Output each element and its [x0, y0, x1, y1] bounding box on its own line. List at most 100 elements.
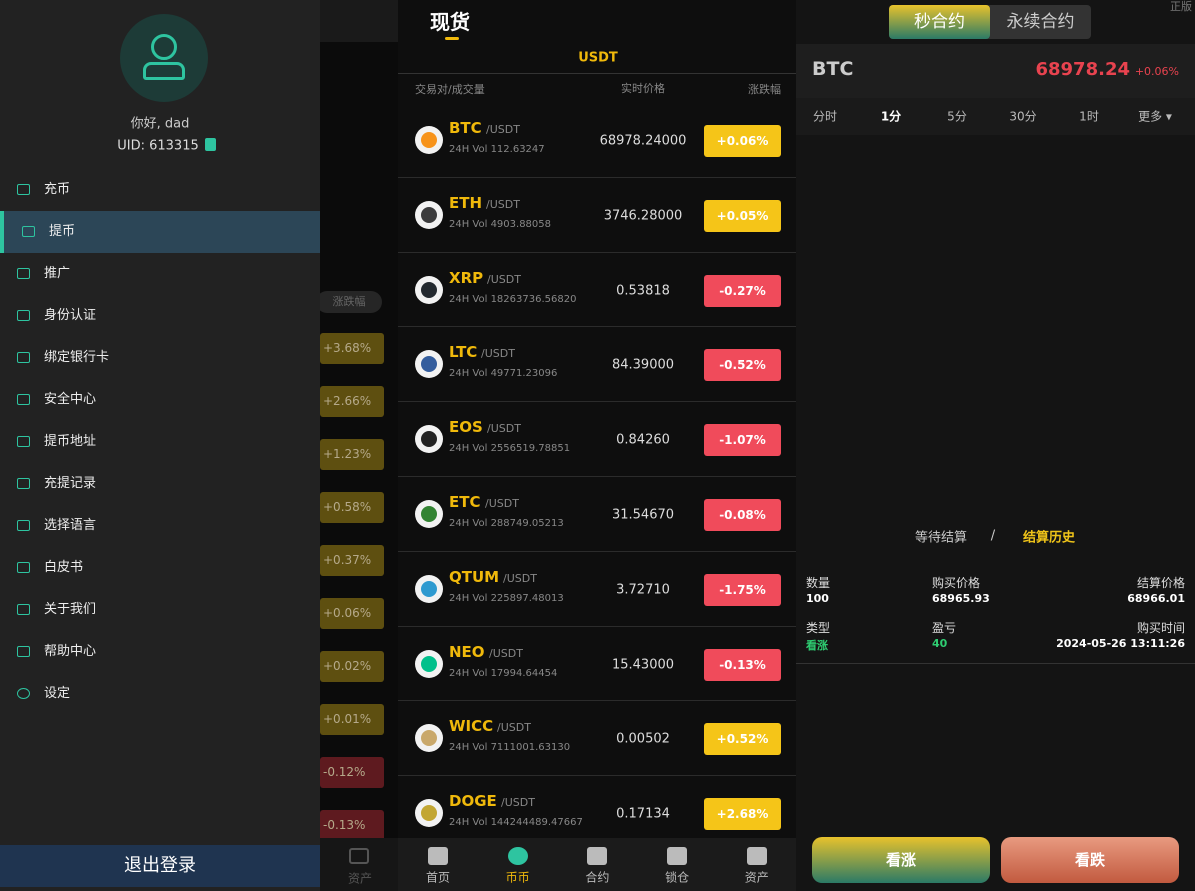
nav-label[interactable]: 合约	[585, 870, 610, 885]
menu-icon	[17, 436, 30, 447]
symbol: ETC	[449, 493, 481, 511]
nav-icon[interactable]	[587, 847, 608, 865]
market-row[interactable]: NEO/USDT 24H Vol 17994.64454 15.43000 -0.13…	[398, 627, 796, 702]
price: 0.00502	[616, 731, 670, 747]
menu-item[interactable]: 充提记录	[0, 463, 320, 505]
buy-up-button[interactable]: 看涨	[812, 837, 990, 883]
quote: /USDT	[481, 347, 515, 361]
price: 31.54670	[611, 507, 675, 523]
coin-icon-inner	[421, 730, 437, 747]
price: 0.84260	[616, 432, 670, 448]
nav-icon[interactable]	[428, 847, 448, 865]
market-row[interactable]: EOS/USDT 24H Vol 2556519.78851 0.84260 -1.0…	[398, 402, 796, 477]
change-badge[interactable]: -0.27%	[704, 274, 781, 307]
copy-icon[interactable]	[205, 138, 216, 151]
volume: 24H Vol 18263736.56820	[449, 293, 577, 305]
field-value: 看涨	[806, 639, 828, 652]
change-badge[interactable]: +0.52%	[704, 723, 781, 756]
interval-tab[interactable]: 1分	[880, 109, 902, 124]
market-row[interactable]: WICC/USDT 24H Vol 7111001.63130 0.00502 +0.…	[398, 701, 796, 777]
background-change: +0.58%	[320, 492, 384, 523]
quote: /USDT	[487, 272, 521, 286]
field-label: 数量	[806, 576, 831, 590]
menu-icon	[17, 394, 30, 405]
market-row[interactable]: ETH/USDT 24H Vol 4903.88058 3746.28000 +0.0…	[398, 178, 796, 253]
interval-tab[interactable]: 5分	[947, 109, 967, 124]
nav-icon[interactable]	[507, 847, 528, 865]
quote-tab[interactable]: USDT	[578, 50, 618, 66]
change-badge[interactable]: -0.08%	[704, 499, 781, 531]
market-row[interactable]: ETC/USDT 24H Vol 288749.05213 31.54670 -0.0…	[398, 477, 796, 552]
nav-icon[interactable]	[667, 847, 688, 865]
menu-item[interactable]: 选择语言	[0, 505, 320, 547]
menu-icon	[17, 478, 30, 489]
interval-tab[interactable]: 30分	[1009, 109, 1037, 124]
quote: /USDT	[486, 197, 520, 211]
menu-item[interactable]: 提币地址	[0, 421, 320, 463]
order-tab-separator: /	[990, 528, 996, 544]
buy-down-button[interactable]: 看跌	[1001, 837, 1179, 883]
change-badge[interactable]: -0.52%	[704, 349, 781, 382]
menu-item[interactable]: 白皮书	[0, 547, 320, 589]
nav-label[interactable]: 资产	[744, 870, 769, 885]
field-label: 类型	[806, 621, 831, 635]
greeting: 你好, dad	[130, 116, 190, 132]
nav-label[interactable]: 锁仓	[665, 870, 690, 885]
contract-tab-active[interactable]: 秒合约	[889, 5, 990, 39]
menu-item[interactable]: 帮助中心	[0, 631, 320, 673]
symbol: BTC	[812, 58, 854, 80]
coin-icon-inner	[421, 655, 437, 672]
coin-icon-inner	[421, 580, 437, 597]
price: 68978.24	[1035, 59, 1130, 80]
menu-item[interactable]: 充币	[0, 169, 320, 211]
avatar-head	[151, 34, 177, 60]
market-row[interactable]: BTC/USDT 24H Vol 112.63247 68978.24000 +0.0…	[398, 103, 796, 178]
order-tab-active[interactable]: 结算历史	[1022, 530, 1076, 546]
change-badge[interactable]: -1.07%	[704, 424, 781, 457]
menu-item[interactable]: 身份认证	[0, 295, 320, 337]
title-underline	[445, 37, 459, 40]
background-change: +2.66%	[320, 386, 384, 417]
menu-icon	[17, 310, 30, 321]
field-value: 68966.01	[1127, 592, 1185, 605]
change-badge[interactable]: +2.68%	[704, 798, 781, 831]
menu-item[interactable]: 安全中心	[0, 379, 320, 421]
volume: 24H Vol 144244489.47667	[449, 817, 583, 829]
market-row[interactable]: XRP/USDT 24H Vol 18263736.56820 0.53818 -0.…	[398, 253, 796, 328]
contract-tab[interactable]: 永续合约	[1006, 12, 1075, 32]
field-value: 40	[932, 637, 948, 650]
market-row[interactable]: LTC/USDT 24H Vol 49771.23096 84.39000 -0.52…	[398, 327, 796, 403]
menu-item[interactable]: 推广	[0, 253, 320, 295]
menu-label: 充提记录	[44, 476, 97, 491]
symbol: LTC	[449, 343, 478, 362]
interval-tab[interactable]: 1时	[1079, 109, 1099, 124]
change-badge[interactable]: +0.05%	[704, 199, 781, 232]
menu-item[interactable]: 绑定银行卡	[0, 337, 320, 379]
order-divider	[796, 663, 1195, 664]
change-badge[interactable]: +0.06%	[704, 125, 781, 157]
menu-icon	[17, 268, 30, 279]
menu-item[interactable]: 提币	[0, 211, 320, 253]
interval-tab[interactable]: 分时	[812, 109, 838, 124]
price: 0.53818	[616, 283, 670, 299]
menu-item[interactable]: 关于我们	[0, 589, 320, 631]
nav-label[interactable]: 首页	[425, 870, 451, 885]
market-row[interactable]: QTUM/USDT 24H Vol 225897.48013 3.72710 -1.7…	[398, 552, 796, 627]
logout-button[interactable]: 退出登录	[0, 845, 320, 887]
background-change: +0.01%	[320, 704, 384, 735]
quote: /USDT	[486, 123, 520, 136]
menu-icon	[22, 226, 35, 237]
quote: /USDT	[489, 646, 523, 660]
menu-active-bar	[0, 211, 4, 253]
menu-item[interactable]: 设定	[0, 673, 320, 715]
interval-tab[interactable]: 更多 ▾	[1138, 109, 1172, 124]
volume: 24H Vol 225897.48013	[449, 592, 564, 604]
menu-label: 选择语言	[44, 518, 97, 533]
change-badge[interactable]: -0.13%	[704, 648, 781, 681]
nav-icon[interactable]	[746, 847, 767, 865]
change-badge[interactable]: -1.75%	[704, 573, 781, 606]
nav-label: 资产	[347, 871, 373, 886]
order-tab[interactable]: 等待结算	[914, 530, 968, 546]
nav-label[interactable]: 币币	[505, 870, 530, 885]
